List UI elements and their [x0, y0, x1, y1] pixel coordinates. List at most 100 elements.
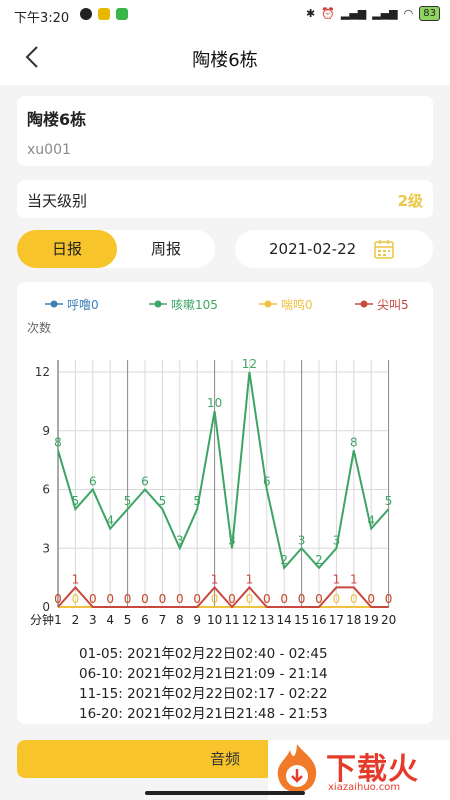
data-label: 1 — [350, 572, 358, 586]
data-label: 0 — [193, 592, 201, 606]
x-tick-label: 3 — [89, 613, 97, 627]
status-bar: 下午3:20 ✱ ⏰ ▂▄▆ ▂▄▆ ◠ 83 — [0, 0, 450, 30]
data-label: 0 — [176, 592, 184, 606]
data-label: 1 — [246, 572, 254, 586]
data-label: 0 — [54, 592, 62, 606]
battery-icon: 83 — [419, 6, 440, 21]
data-label: 6 — [141, 475, 149, 489]
x-tick-label: 7 — [159, 613, 167, 627]
data-label: 0 — [176, 592, 184, 606]
data-label: 0 — [367, 592, 375, 606]
data-label: 8 — [54, 435, 62, 449]
data-label: 12 — [242, 357, 257, 371]
data-label: 0 — [72, 592, 80, 606]
tab-weekly[interactable]: 周报 — [150, 240, 181, 258]
flame-logo-icon — [277, 744, 317, 792]
watermark: 下载火 xiazaihuo.com — [268, 740, 450, 800]
nav-bar: 陶楼6栋 — [0, 30, 450, 85]
x-tick-label: 8 — [176, 613, 184, 627]
data-label: 0 — [315, 592, 323, 606]
time-range-list: 01-05: 2021年02月22日02:40 - 02:45 06-10: 2… — [79, 644, 328, 724]
data-label: 0 — [350, 592, 358, 606]
level-value: 2级 — [397, 192, 423, 210]
data-label: 0 — [367, 592, 375, 606]
x-tick-label: 11 — [224, 613, 239, 627]
level-card: 当天级别 2级 — [17, 180, 433, 218]
page-title: 陶楼6栋 — [192, 50, 258, 71]
data-label: 5 — [193, 494, 201, 508]
time-range-item: 16-20: 2021年02月21日21:48 - 21:53 — [79, 706, 328, 722]
legend-marker — [360, 300, 368, 308]
data-label: 0 — [228, 592, 236, 606]
status-app-icons — [80, 8, 128, 20]
app-notify-icon — [98, 8, 110, 20]
data-label: 0 — [280, 592, 288, 606]
data-label: 3 — [228, 533, 236, 547]
legend-marker — [264, 300, 272, 308]
x-tick-label: 12 — [242, 613, 257, 627]
legend-marker — [154, 300, 162, 308]
building-name: 陶楼6栋 — [27, 110, 87, 129]
legend-marker — [50, 300, 58, 308]
series-line — [57, 371, 390, 570]
x-tick-label: 9 — [193, 613, 201, 627]
data-label: 0 — [54, 592, 62, 606]
y-tick-label: 12 — [35, 365, 50, 379]
x-axis-label: 分钟 — [30, 612, 54, 627]
data-label: 3 — [333, 533, 341, 547]
data-label: 0 — [315, 592, 323, 606]
status-time: 下午3:20 — [14, 11, 70, 26]
signal-icon: ▂▄▆ — [340, 7, 367, 20]
chart-card: 呼噜0 咳嗽105 喘鸣0 尖叫5 次数 0 3 6 9 12 1 2 3 4 5 6 7 8 9 10 11 12 13 1… — [17, 282, 433, 724]
data-label: 2 — [315, 553, 323, 567]
date-picker[interactable]: 2021-02-22 — [235, 230, 433, 268]
data-label: 5 — [72, 494, 80, 508]
y-axis-label: 次数 — [27, 320, 51, 335]
data-label: 0 — [141, 592, 149, 606]
calendar-icon[interactable] — [373, 238, 395, 260]
data-label: 2 — [280, 553, 288, 567]
time-range-item: 06-10: 2021年02月21日21:09 - 21:14 — [79, 666, 328, 682]
data-label: 0 — [385, 592, 393, 606]
time-range-item: 11-15: 2021年02月22日02:17 - 02:22 — [79, 686, 328, 702]
data-label: 0 — [124, 592, 132, 606]
data-label: 0 — [298, 592, 306, 606]
data-label: 1 — [333, 572, 341, 586]
x-tick-label: 6 — [141, 613, 149, 627]
legend-label: 喘鸣0 — [281, 297, 313, 312]
data-label: 0 — [228, 592, 236, 606]
level-label: 当天级别 — [27, 192, 88, 210]
x-tick-label: 14 — [277, 613, 292, 627]
device-code: xu001 — [27, 142, 71, 158]
x-tick-label: 10 — [207, 613, 222, 627]
data-label: 5 — [124, 494, 132, 508]
data-label: 0 — [263, 592, 271, 606]
wifi-icon: ◠ — [403, 7, 414, 20]
x-tick-label: 16 — [311, 613, 326, 627]
signal2-icon: ▂▄▆ — [372, 7, 398, 20]
data-label: 0 — [159, 592, 167, 606]
bluetooth-icon: ✱ — [305, 7, 316, 20]
wechat-icon — [116, 8, 128, 20]
legend-label: 呼噜0 — [67, 297, 99, 312]
data-label: 0 — [333, 592, 341, 606]
data-label: 0 — [106, 592, 114, 606]
y-tick-label: 3 — [42, 541, 50, 555]
data-label: 0 — [193, 592, 201, 606]
back-arrow-icon[interactable] — [20, 44, 46, 70]
data-label: 0 — [89, 592, 97, 606]
data-label: 0 — [124, 592, 132, 606]
x-tick-label: 4 — [106, 613, 114, 627]
data-label: 4 — [106, 514, 114, 528]
building-info-card: 陶楼6栋 xu001 — [17, 96, 433, 166]
data-label: 6 — [263, 475, 271, 489]
status-system-icons: ✱ ⏰ ▂▄▆ ▂▄▆ ◠ 83 — [306, 6, 440, 21]
x-tick-label: 1 — [54, 613, 62, 627]
x-tick-label: 2 — [72, 613, 80, 627]
data-label: 3 — [176, 533, 184, 547]
qq-icon — [80, 8, 92, 20]
report-tabs: 日报 周报 — [17, 230, 215, 268]
data-label: 0 — [141, 592, 149, 606]
tab-daily[interactable]: 日报 — [17, 230, 117, 268]
